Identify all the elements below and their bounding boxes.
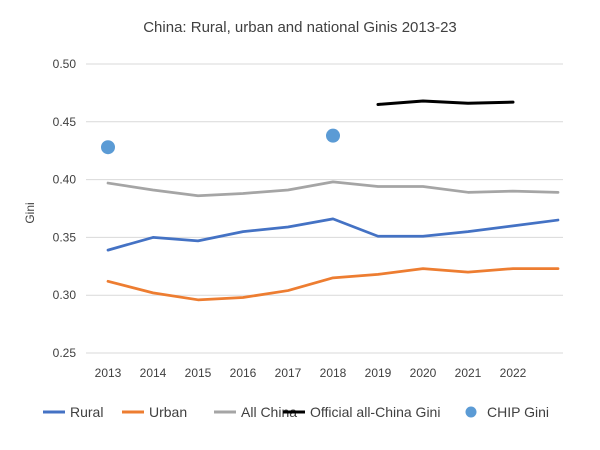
y-tick-label: 0.35 bbox=[53, 230, 77, 244]
legend-item-all-china: All China bbox=[214, 404, 297, 420]
series-urban bbox=[106, 267, 560, 302]
legend: Rural Urban All China Official all-China Gi… bbox=[43, 404, 549, 420]
series-line bbox=[106, 217, 560, 252]
y-tick-label: 0.25 bbox=[53, 346, 77, 360]
x-tick-label: 2016 bbox=[230, 366, 257, 380]
legend-item-urban: Urban bbox=[122, 404, 187, 420]
y-tick-labels: 0.25 0.30 0.35 0.40 0.45 0.50 bbox=[53, 57, 77, 360]
data-point bbox=[101, 140, 115, 155]
series-line bbox=[106, 180, 560, 198]
legend-label: Urban bbox=[149, 404, 187, 420]
series-official-all-china-gini bbox=[376, 99, 515, 106]
x-tick-labels: 2013 2014 2015 2016 2017 2018 2019 2020 2021 2022 bbox=[95, 366, 527, 380]
data-point bbox=[326, 128, 340, 143]
y-tick-label: 0.45 bbox=[53, 115, 77, 129]
chart-title: China: Rural, urban and national Ginis 2… bbox=[143, 19, 457, 36]
legend-label: Rural bbox=[70, 404, 103, 420]
legend-label: Official all-China Gini bbox=[310, 404, 440, 420]
legend-item-rural: Rural bbox=[43, 404, 103, 420]
x-tick-label: 2013 bbox=[95, 366, 122, 380]
legend-label: All China bbox=[241, 404, 297, 420]
legend-item-chip-gini: CHIP Gini bbox=[465, 404, 549, 420]
series-line bbox=[376, 99, 515, 106]
series-all-china bbox=[106, 180, 560, 198]
y-tick-label: 0.50 bbox=[53, 57, 77, 71]
y-tick-label: 0.30 bbox=[53, 288, 77, 302]
x-tick-label: 2022 bbox=[500, 366, 527, 380]
legend-label: CHIP Gini bbox=[487, 404, 549, 420]
y-tick-label: 0.40 bbox=[53, 173, 77, 187]
x-tick-label: 2020 bbox=[410, 366, 437, 380]
legend-swatch bbox=[465, 406, 477, 418]
legend-item-official-all-china-gini: Official all-China Gini bbox=[283, 404, 440, 420]
x-tick-label: 2014 bbox=[140, 366, 167, 380]
series-rural bbox=[106, 217, 560, 252]
y-axis-label: Gini bbox=[23, 202, 37, 223]
series-line bbox=[106, 267, 560, 302]
x-tick-label: 2021 bbox=[455, 366, 482, 380]
series-layer bbox=[101, 99, 560, 302]
x-tick-label: 2018 bbox=[320, 366, 347, 380]
x-tick-label: 2017 bbox=[275, 366, 302, 380]
x-tick-label: 2019 bbox=[365, 366, 392, 380]
gridlines bbox=[86, 63, 563, 354]
series-chip-gini bbox=[101, 128, 340, 155]
x-tick-label: 2015 bbox=[185, 366, 212, 380]
